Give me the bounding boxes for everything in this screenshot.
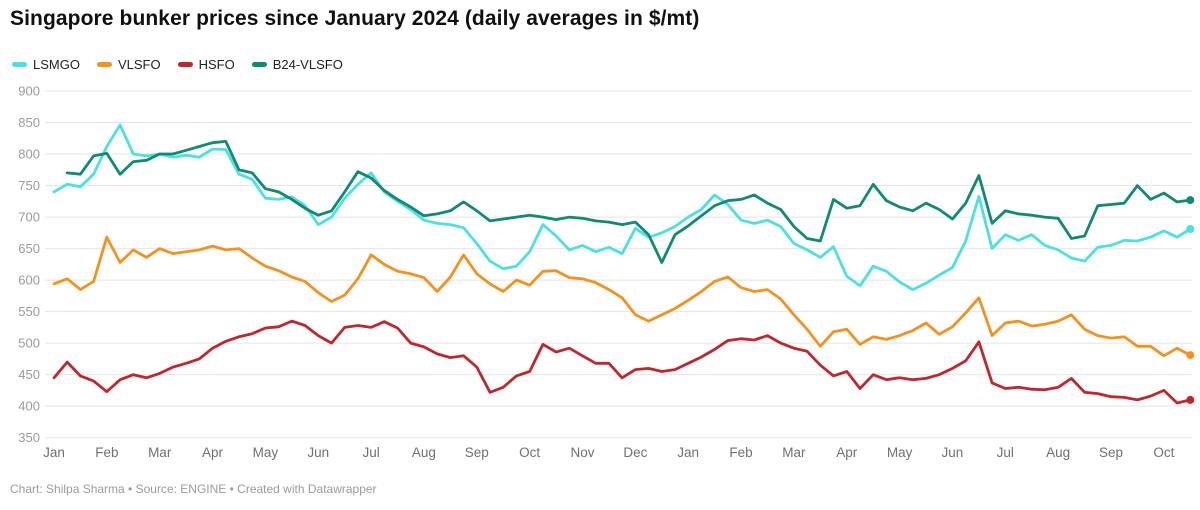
x-axis-label: Jun bbox=[307, 445, 329, 460]
x-axis-label: Dec bbox=[623, 445, 647, 460]
x-axis-label: Apr bbox=[202, 445, 224, 460]
series-end-dot-b24-vlsfo[interactable] bbox=[1186, 196, 1195, 205]
series-end-dot-vlsfo[interactable] bbox=[1186, 351, 1195, 360]
x-axis-label: Aug bbox=[1046, 445, 1070, 460]
y-axis-label: 600 bbox=[18, 273, 40, 288]
y-axis-label: 650 bbox=[18, 241, 40, 256]
legend-item-b24-vlsfo[interactable]: B24-VLSFO bbox=[251, 57, 343, 72]
x-axis-label: Jan bbox=[677, 445, 699, 460]
series-line-hsfo[interactable] bbox=[52, 319, 1192, 405]
series-end-dot-hsfo[interactable] bbox=[1186, 395, 1195, 404]
legend-label: B24-VLSFO bbox=[272, 57, 343, 72]
chart-credit: Chart: Shilpa Sharma • Source: ENGINE • … bbox=[10, 482, 377, 496]
y-axis-label: 550 bbox=[18, 304, 40, 319]
x-axis-label: Sep bbox=[465, 445, 489, 460]
legend-item-lsmgo[interactable]: LSMGO bbox=[12, 57, 80, 72]
y-axis-label: 350 bbox=[18, 430, 40, 445]
x-axis-label: Mar bbox=[782, 445, 806, 460]
x-axis-label: Nov bbox=[570, 445, 594, 460]
y-axis-label: 750 bbox=[18, 178, 40, 193]
x-axis-label: Apr bbox=[836, 445, 858, 460]
x-axis-label: Sep bbox=[1099, 445, 1123, 460]
legend-label: VLSFO bbox=[117, 57, 161, 72]
page-title: Singapore bunker prices since January 20… bbox=[10, 7, 700, 30]
hsfo-swatch-icon bbox=[177, 62, 193, 67]
legend: LSMGO VLSFO HSFO B24-VLSFO bbox=[12, 57, 343, 72]
y-axis-label: 800 bbox=[18, 147, 40, 162]
vlsfo-swatch-icon bbox=[96, 62, 112, 67]
x-axis-label: May bbox=[887, 445, 913, 460]
legend-label: LSMGO bbox=[33, 57, 80, 72]
y-axis-label: 500 bbox=[18, 336, 40, 351]
legend-item-hsfo[interactable]: HSFO bbox=[177, 57, 235, 72]
y-axis-label: 900 bbox=[18, 84, 40, 99]
y-axis-label: 450 bbox=[18, 367, 40, 382]
series-end-dot-lsmgo[interactable] bbox=[1186, 225, 1195, 233]
x-axis-label: Aug bbox=[412, 445, 436, 460]
y-axis-label: 400 bbox=[18, 399, 40, 414]
x-axis-label: Oct bbox=[519, 445, 540, 460]
legend-label: HSFO bbox=[198, 57, 235, 72]
series-line-vlsfo[interactable] bbox=[52, 235, 1192, 358]
x-axis-label: Jul bbox=[362, 445, 379, 460]
x-axis-label: Feb bbox=[729, 445, 752, 460]
x-axis-label: Mar bbox=[148, 445, 172, 460]
lsmgo-swatch-icon bbox=[12, 62, 27, 67]
y-axis-label: 700 bbox=[18, 210, 40, 225]
legend-item-vlsfo[interactable]: VLSFO bbox=[96, 57, 161, 72]
series-line-lsmgo[interactable] bbox=[52, 123, 1192, 292]
x-axis-label: Oct bbox=[1153, 445, 1174, 460]
x-axis-label: Jan bbox=[43, 445, 65, 460]
x-axis-label: May bbox=[253, 445, 279, 460]
b24-vlsfo-swatch-icon bbox=[251, 62, 267, 67]
series-line-b24-vlsfo[interactable] bbox=[65, 139, 1192, 264]
x-axis-label: Jun bbox=[942, 445, 964, 460]
x-axis-label: Feb bbox=[95, 445, 118, 460]
y-axis-label: 850 bbox=[18, 115, 40, 130]
x-axis-label: Jul bbox=[997, 445, 1014, 460]
